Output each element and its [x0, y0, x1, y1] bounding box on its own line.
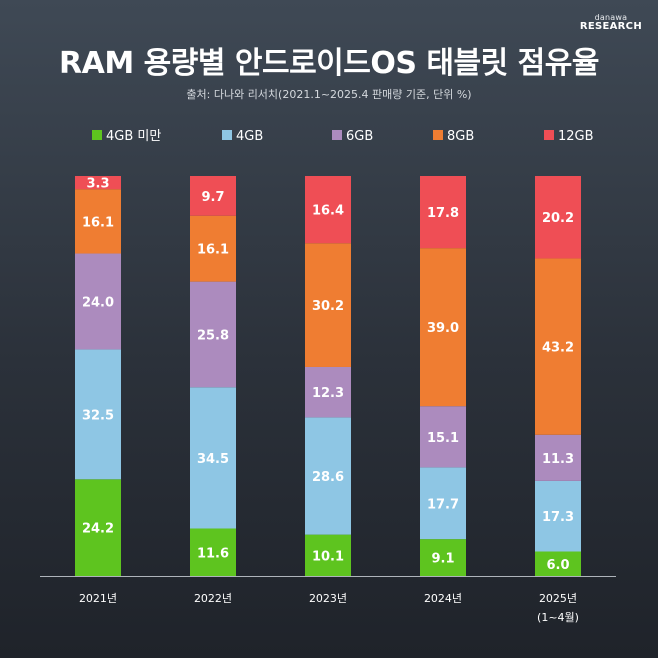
bar-value-label: 15.1 — [427, 431, 459, 446]
bar-segment — [535, 551, 581, 576]
x-tick-label: 2023년 — [309, 592, 347, 605]
bar-value-label: 9.7 — [201, 190, 224, 205]
legend-swatch — [92, 130, 102, 140]
x-tick-label: 2025년 — [539, 592, 577, 605]
chart-title: RAM 용량별 안드로이드OS 태블릿 점유율 — [59, 46, 599, 81]
legend-swatch — [222, 130, 232, 140]
bar-value-label: 43.2 — [542, 341, 574, 356]
bar-value-label: 16.4 — [312, 204, 344, 219]
bar-value-label: 28.6 — [312, 470, 344, 485]
bar-segment — [305, 534, 351, 576]
bar-segment — [75, 349, 121, 480]
bar-segment — [535, 434, 581, 481]
bar-segment — [535, 176, 581, 259]
bar-value-label: 17.3 — [542, 510, 574, 525]
bar-value-label: 20.2 — [542, 211, 574, 226]
legend-item: 12GB — [544, 129, 594, 144]
bar-segment — [305, 243, 351, 367]
bar-value-label: 10.1 — [312, 549, 344, 564]
legend-label: 6GB — [346, 129, 373, 144]
legend-item: 6GB — [332, 129, 373, 144]
bar-segment — [535, 258, 581, 435]
bar-segment — [420, 539, 466, 576]
bar-value-label: 11.6 — [197, 546, 229, 561]
legend-swatch — [433, 130, 443, 140]
bar-segment — [420, 406, 466, 468]
legend-item: 8GB — [433, 129, 474, 144]
bar-value-label: 24.2 — [82, 522, 114, 537]
bar-segment — [75, 176, 121, 190]
bar-value-label: 3.3 — [86, 177, 109, 192]
x-tick-label: 2024년 — [424, 592, 462, 605]
bar-value-label: 16.1 — [197, 243, 229, 258]
brand-logo-bottom: RESEARCH — [579, 21, 642, 32]
bar-segment — [535, 480, 581, 552]
bar-segment — [420, 248, 466, 407]
brand-logo-top: danawa — [594, 13, 628, 22]
bar-segment — [305, 176, 351, 244]
legend-swatch — [332, 130, 342, 140]
legend-item: 4GB 미만 — [92, 129, 161, 144]
bar-segment — [190, 215, 236, 282]
x-tick-label: 2021년 — [79, 592, 117, 605]
legend-label: 8GB — [447, 129, 474, 144]
chart-source: 출처: 다나와 리서치(2021.1~2025.4 판매량 기준, 단위 %) — [186, 88, 472, 101]
legend-label: 12GB — [558, 129, 594, 144]
bar-segment — [75, 189, 121, 254]
bar-segment — [305, 366, 351, 418]
bar-value-label: 32.5 — [82, 408, 114, 423]
x-tick-sublabel: (1~4월) — [537, 611, 579, 624]
bar-segment — [75, 253, 121, 350]
bar-value-label: 34.5 — [197, 452, 229, 467]
bar-value-label: 9.1 — [431, 552, 454, 567]
brand-logo: danawa RESEARCH — [580, 14, 642, 32]
bar-value-label: 24.0 — [82, 295, 114, 310]
bar-value-label: 17.8 — [427, 206, 459, 221]
bar-value-label: 30.2 — [312, 299, 344, 314]
bar-value-label: 6.0 — [546, 558, 569, 573]
bar-value-label: 39.0 — [427, 321, 459, 336]
bar-segment — [190, 528, 236, 576]
bar-value-label: 16.1 — [82, 215, 114, 230]
legend-label: 4GB 미만 — [106, 129, 161, 144]
x-tick-label: 2022년 — [194, 592, 232, 605]
legend-item: 4GB — [222, 129, 263, 144]
bar-segment — [190, 281, 236, 388]
bar-segment — [305, 417, 351, 535]
bar-value-label: 12.3 — [312, 386, 344, 401]
bar-value-label: 25.8 — [197, 328, 229, 343]
legend-swatch — [544, 130, 554, 140]
bar-segment — [75, 479, 121, 576]
legend-label: 4GB — [236, 129, 263, 144]
bar-value-label: 11.3 — [542, 452, 574, 467]
bar-value-label: 17.7 — [427, 497, 459, 512]
bar-segment — [420, 176, 466, 249]
bar-segment — [420, 467, 466, 540]
bar-segment — [190, 176, 236, 216]
bar-segment — [190, 387, 236, 529]
